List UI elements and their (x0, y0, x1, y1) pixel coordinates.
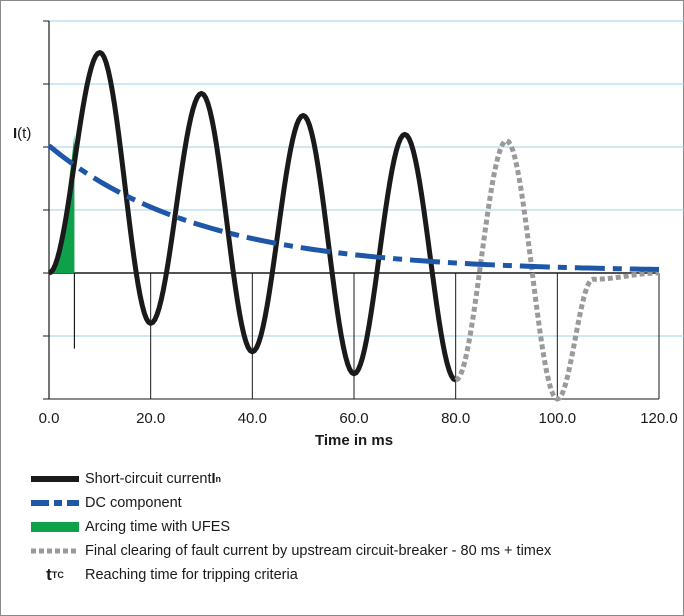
x-tick-label: 80.0 (441, 410, 470, 427)
y-axis-label: I(t) (13, 125, 31, 142)
series-arcing-area (49, 134, 75, 273)
legend-swatch-clearing (31, 544, 79, 558)
legend-swatch-short-circuit (31, 472, 79, 486)
x-tick-label: 20.0 (136, 410, 165, 427)
legend-label-dc: DC component (85, 495, 182, 511)
legend-swatch-arcing (31, 520, 79, 534)
chart-svg: 0.0 20.0 40.0 60.0 80.0 100.0 120.0 Time in ms I… (13, 20, 684, 449)
legend-symbol-ttc-letter: t (46, 565, 52, 584)
legend-label-ttc: Reaching time for tripping criteria (85, 567, 298, 583)
legend-symbol-ttc: t TC (31, 564, 79, 586)
legend-label-short-circuit-symbol: I (211, 471, 216, 487)
legend-item-clearing: Final clearing of fault current by upstr… (31, 539, 551, 563)
x-tick-label: 0.0 (39, 410, 60, 427)
legend-label-clearing: Final clearing of fault current by upstr… (85, 543, 552, 559)
x-tick-label: 100.0 (539, 410, 577, 427)
legend-symbol-ttc-sub: TC (51, 570, 64, 580)
series-clearing-line (454, 137, 660, 402)
x-axis-title: Time in ms (315, 432, 393, 449)
legend-item-dc: DC component (31, 491, 182, 515)
legend-label-short-circuit: Short-circuit current (85, 471, 212, 487)
legend-item-ttc: t TC Reaching time for tripping criteria (31, 563, 298, 587)
series-short-circuit-line (47, 50, 457, 383)
x-tick-label: 40.0 (238, 410, 267, 427)
legend-item-arcing: Arcing time with UFES (31, 515, 230, 539)
legend-label-short-circuit-sub: n (215, 474, 222, 484)
series-dc-line (47, 143, 660, 272)
legend-label-arcing: Arcing time with UFES (85, 519, 231, 535)
x-tick-label: 120.0 (640, 410, 678, 427)
x-tick-label: 60.0 (339, 410, 368, 427)
legend-swatch-dc (31, 496, 79, 510)
